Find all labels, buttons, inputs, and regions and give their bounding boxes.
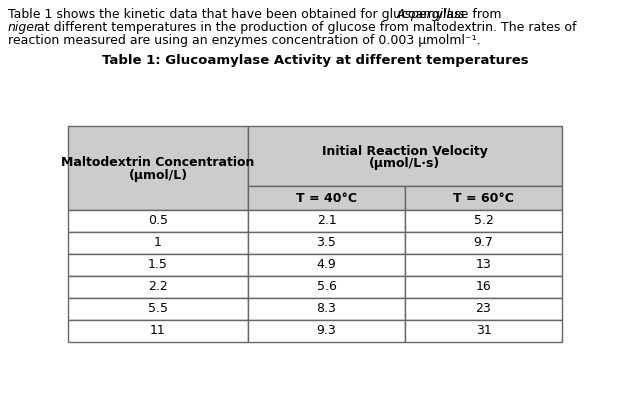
Bar bbox=[248, 210, 405, 232]
Text: Maltodextrin Concentration: Maltodextrin Concentration bbox=[61, 156, 255, 169]
Text: at different temperatures in the production of glucose from maltodextrin. The ra: at different temperatures in the product… bbox=[33, 21, 577, 34]
Bar bbox=[248, 254, 405, 276]
Text: niger: niger bbox=[8, 21, 40, 34]
Bar bbox=[68, 320, 248, 342]
Text: 31: 31 bbox=[476, 324, 492, 337]
Text: 2.1: 2.1 bbox=[317, 215, 336, 227]
Text: Table 1 shows the kinetic data that have been obtained for glucoamylase from: Table 1 shows the kinetic data that have… bbox=[8, 8, 505, 21]
Text: Table 1: Glucoamylase Activity at different temperatures: Table 1: Glucoamylase Activity at differ… bbox=[102, 54, 528, 67]
Bar bbox=[68, 254, 248, 276]
Text: T = 60°C: T = 60°C bbox=[453, 192, 514, 204]
Bar bbox=[405, 186, 562, 210]
Text: 16: 16 bbox=[476, 280, 492, 293]
Text: T = 40°C: T = 40°C bbox=[296, 192, 357, 204]
Text: 5.2: 5.2 bbox=[473, 215, 493, 227]
Bar bbox=[405, 298, 562, 320]
Text: 9.3: 9.3 bbox=[317, 324, 336, 337]
Text: 11: 11 bbox=[150, 324, 166, 337]
Bar bbox=[405, 210, 562, 232]
Text: Initial Reaction Velocity: Initial Reaction Velocity bbox=[322, 145, 488, 158]
Text: 0.5: 0.5 bbox=[148, 215, 168, 227]
Bar bbox=[248, 298, 405, 320]
Text: 3.5: 3.5 bbox=[317, 236, 336, 249]
Bar bbox=[68, 298, 248, 320]
Bar bbox=[68, 276, 248, 298]
Bar bbox=[248, 276, 405, 298]
Bar bbox=[248, 126, 562, 186]
Text: 5.6: 5.6 bbox=[317, 280, 336, 293]
Bar bbox=[68, 126, 248, 210]
Bar bbox=[68, 232, 248, 254]
Text: (μmol/L·s): (μmol/L·s) bbox=[369, 158, 440, 171]
Text: Aspergillus: Aspergillus bbox=[397, 8, 465, 21]
Bar bbox=[405, 320, 562, 342]
Text: 5.5: 5.5 bbox=[148, 303, 168, 316]
Bar bbox=[248, 232, 405, 254]
Bar bbox=[248, 320, 405, 342]
Bar bbox=[68, 210, 248, 232]
Text: 8.3: 8.3 bbox=[317, 303, 336, 316]
Text: 2.2: 2.2 bbox=[148, 280, 168, 293]
Bar bbox=[248, 186, 405, 210]
Text: 4.9: 4.9 bbox=[317, 259, 336, 272]
Text: reaction measured are using an enzymes concentration of 0.003 μmolml⁻¹.: reaction measured are using an enzymes c… bbox=[8, 34, 481, 47]
Bar bbox=[405, 276, 562, 298]
Text: (μmol/L): (μmol/L) bbox=[129, 169, 187, 183]
Bar bbox=[405, 254, 562, 276]
Text: 1.5: 1.5 bbox=[148, 259, 168, 272]
Text: 23: 23 bbox=[476, 303, 492, 316]
Text: 1: 1 bbox=[154, 236, 162, 249]
Text: 9.7: 9.7 bbox=[473, 236, 493, 249]
Text: 13: 13 bbox=[476, 259, 492, 272]
Bar bbox=[405, 232, 562, 254]
